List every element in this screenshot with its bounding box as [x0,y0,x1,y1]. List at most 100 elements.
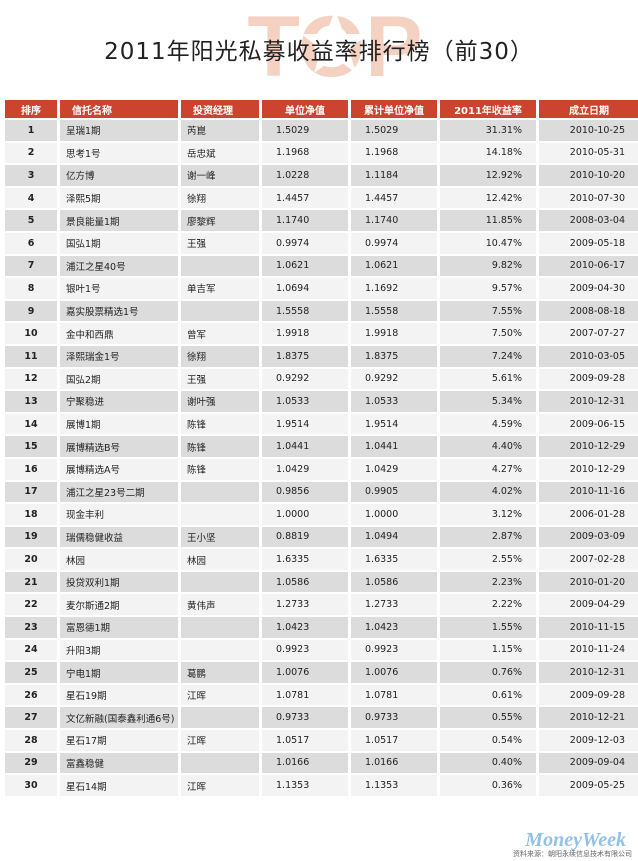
cell-inception-date: 2009-09-04 [539,752,638,774]
cell-return-2011: 0.61% [440,684,536,706]
cell-trust-name: 升阳3期 [60,639,178,661]
cell-rank: 9 [5,300,57,322]
table-row: 7 浦江之星40号 1.0621 1.0621 9.82% 2010-06-17 [5,255,638,277]
cell-cumulative-nav: 1.0166 [351,752,437,774]
cell-rank: 19 [5,526,57,548]
table-row: 23 富恩德1期 1.0423 1.0423 1.55% 2010-11-15 [5,617,638,638]
cell-rank: 25 [5,662,57,683]
cell-cumulative-nav: 1.1692 [351,278,437,299]
cell-inception-date: 2009-04-30 [539,278,638,299]
cell-rank: 8 [5,278,57,299]
cell-manager [181,571,259,593]
page-title: 2011年阳光私募收益率排行榜（前30） [104,39,534,65]
cell-cumulative-nav: 1.0429 [351,458,437,480]
cell-return-2011: 2.87% [440,526,536,548]
cell-return-2011: 10.47% [440,232,536,254]
cell-return-2011: 4.02% [440,481,536,503]
cell-manager: 陈锋 [181,413,259,435]
cell-rank: 12 [5,368,57,390]
cell-return-2011: 4.40% [440,436,536,457]
cell-trust-name: 泽熙瑞金1号 [60,345,178,367]
cell-manager [181,504,259,525]
cell-rank: 1 [5,120,57,141]
cell-nav: 1.0228 [262,165,348,186]
cell-return-2011: 4.27% [440,458,536,480]
table-row: 6 国弘1期 王强 0.9974 0.9974 10.47% 2009-05-18 [5,232,638,254]
cell-trust-name: 宁电1期 [60,662,178,683]
cell-rank: 10 [5,323,57,344]
cell-inception-date: 2009-06-15 [539,413,638,435]
cell-trust-name: 国弘2期 [60,368,178,390]
cell-rank: 13 [5,391,57,412]
cell-nav: 1.5558 [262,300,348,322]
cell-trust-name: 浦江之星40号 [60,255,178,277]
cell-cumulative-nav: 1.0586 [351,571,437,593]
table-row: 1 呈瑞1期 芮崑 1.5029 1.5029 31.31% 2010-10-25 [5,120,638,141]
cell-return-2011: 5.61% [440,368,536,390]
cell-return-2011: 1.15% [440,639,536,661]
cell-inception-date: 2009-09-28 [539,368,638,390]
table-row: 24 升阳3期 0.9923 0.9923 1.15% 2010-11-24 [5,639,638,661]
cell-rank: 30 [5,775,57,796]
table-row: 13 宁聚稳进 谢叶强 1.0533 1.0533 5.34% 2010-12-31 [5,391,638,412]
cell-manager [181,639,259,661]
cell-manager [181,300,259,322]
cell-return-2011: 7.50% [440,323,536,344]
cell-trust-name: 星石17期 [60,730,178,751]
cell-inception-date: 2010-05-31 [539,142,638,164]
cell-manager: 廖黎辉 [181,210,259,231]
cell-rank: 6 [5,232,57,254]
cell-nav: 1.0781 [262,684,348,706]
table-row: 3 亿方博 谢一峰 1.0228 1.1184 12.92% 2010-10-20 [5,165,638,186]
cell-return-2011: 1.55% [440,617,536,638]
cell-rank: 20 [5,549,57,570]
table-row: 18 现金丰利 1.0000 1.0000 3.12% 2006-01-28 [5,504,638,525]
cell-trust-name: 投贷双利1期 [60,571,178,593]
cell-cumulative-nav: 1.0000 [351,504,437,525]
cell-inception-date: 2008-03-04 [539,210,638,231]
cell-return-2011: 5.34% [440,391,536,412]
cell-manager [181,255,259,277]
table-row: 12 国弘2期 王强 0.9292 0.9292 5.61% 2009-09-28 [5,368,638,390]
cell-return-2011: 9.82% [440,255,536,277]
table-header-row: 排序 信托名称 投资经理 单位净值 累计单位净值 2011年收益率 成立日期 [5,100,638,118]
cell-manager: 陈锋 [181,436,259,457]
cell-rank: 28 [5,730,57,751]
ranking-table: 排序 信托名称 投资经理 单位净值 累计单位净值 2011年收益率 成立日期 1… [2,98,638,798]
cell-rank: 26 [5,684,57,706]
cell-manager: 王强 [181,232,259,254]
cell-nav: 1.0586 [262,571,348,593]
header-manager: 投资经理 [181,100,259,118]
cell-manager: 徐翔 [181,187,259,209]
cell-inception-date: 2010-11-15 [539,617,638,638]
table-row: 14 展博1期 陈锋 1.9514 1.9514 4.59% 2009-06-15 [5,413,638,435]
table-row: 30 星石14期 江晖 1.1353 1.1353 0.36% 2009-05-25 [5,775,638,796]
cell-nav: 1.0533 [262,391,348,412]
cell-rank: 29 [5,752,57,774]
cell-cumulative-nav: 1.0423 [351,617,437,638]
cell-trust-name: 国弘1期 [60,232,178,254]
cell-return-2011: 31.31% [440,120,536,141]
table-row: 10 金中和西鼎 曾军 1.9918 1.9918 7.50% 2007-07-27 [5,323,638,344]
cell-nav: 0.9923 [262,639,348,661]
cell-manager: 谢一峰 [181,165,259,186]
cell-trust-name: 富鑫稳健 [60,752,178,774]
header-nav: 单位净值 [262,100,348,118]
cell-manager: 江晖 [181,730,259,751]
cell-manager: 林园 [181,549,259,570]
cell-trust-name: 富恩德1期 [60,617,178,638]
cell-return-2011: 2.23% [440,571,536,593]
cell-trust-name: 金中和西鼎 [60,323,178,344]
cell-nav: 1.6335 [262,549,348,570]
cell-manager: 单吉军 [181,278,259,299]
cell-nav: 0.9733 [262,707,348,729]
table-row: 4 泽熙5期 徐翔 1.4457 1.4457 12.42% 2010-07-30 [5,187,638,209]
cell-rank: 23 [5,617,57,638]
cell-manager: 陈锋 [181,458,259,480]
cell-cumulative-nav: 1.9514 [351,413,437,435]
cell-manager: 江晖 [181,775,259,796]
cell-nav: 1.1968 [262,142,348,164]
table-row: 20 林园 林园 1.6335 1.6335 2.55% 2007-02-28 [5,549,638,570]
cell-trust-name: 展博精选B号 [60,436,178,457]
cell-nav: 1.0166 [262,752,348,774]
